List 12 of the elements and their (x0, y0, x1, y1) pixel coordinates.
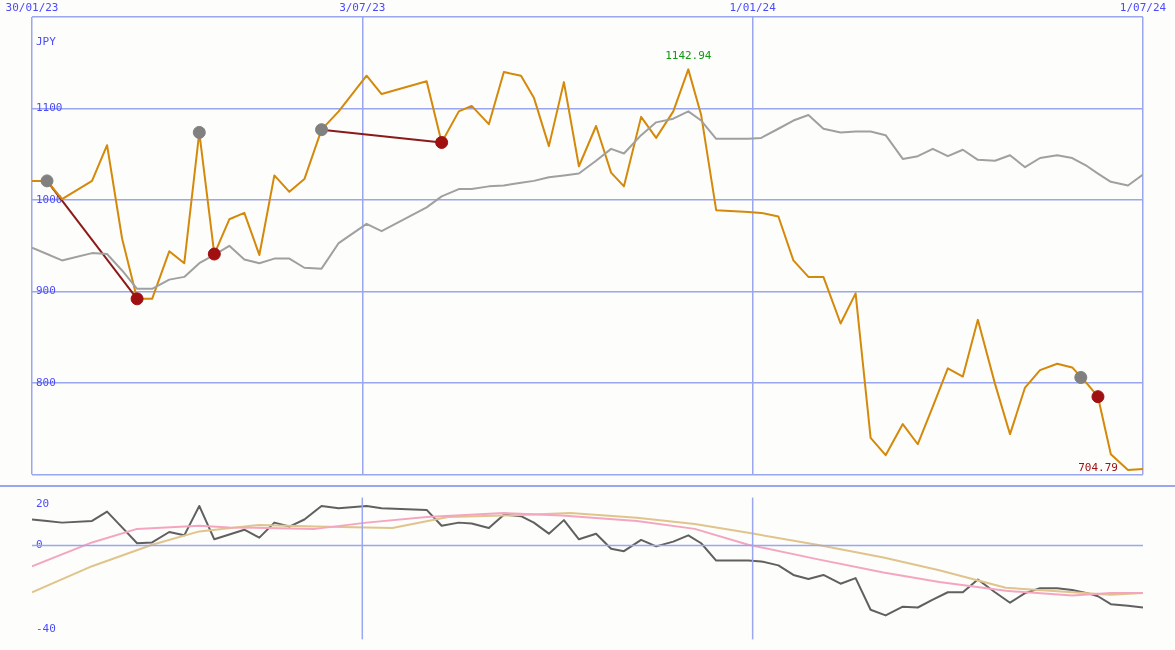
y-tick-label: -40 (36, 621, 56, 635)
x-tick-label: 30/01/23 (5, 1, 59, 15)
y-tick-label: 900 (36, 284, 56, 298)
y-tick-label: 800 (36, 375, 56, 389)
y-tick-label: 20 (36, 496, 50, 510)
annotation: 704.79 (1078, 460, 1118, 474)
x-tick-label: 3/07/23 (339, 1, 386, 15)
y-axis-title: JPY (36, 34, 57, 48)
x-tick-label: 1/01/24 (729, 1, 777, 15)
y-tick-label: 1100 (36, 101, 63, 115)
annotation: 1142.94 (665, 48, 712, 62)
x-tick-label: 1/07/24 (1119, 1, 1167, 15)
